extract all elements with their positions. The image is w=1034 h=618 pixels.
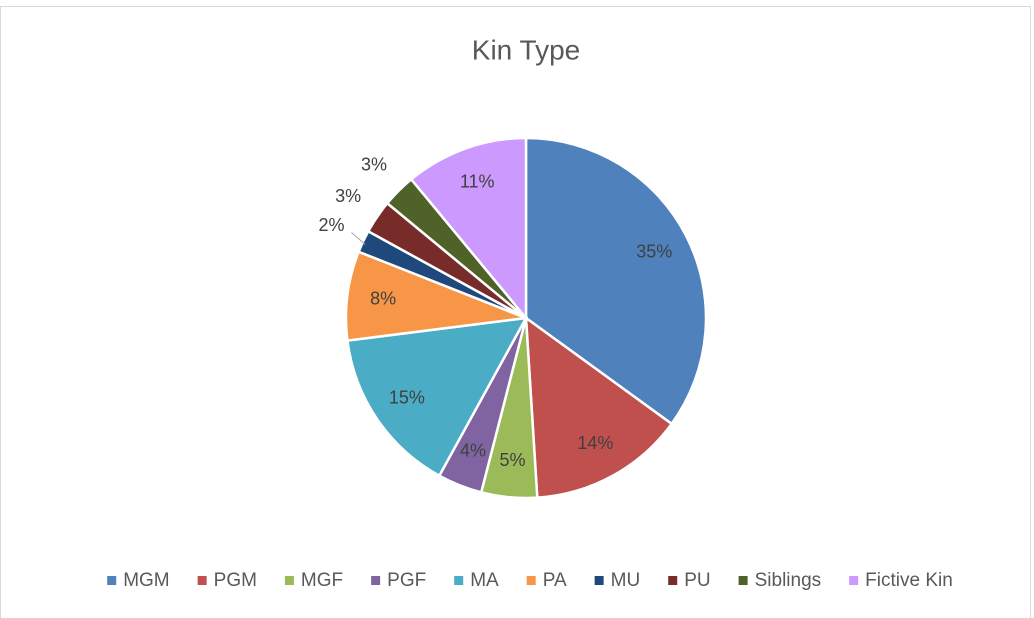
legend-label: PA [543, 570, 567, 591]
pie-slice [344, 250, 527, 342]
legend-label: Fictive Kin [865, 570, 953, 591]
legend-label: MGF [301, 570, 343, 591]
legend-label: MA [470, 570, 499, 591]
legend-marker [284, 576, 294, 585]
pie-slice [409, 136, 528, 322]
legend-label: MGM [123, 570, 169, 591]
legend-label: PU [684, 570, 710, 591]
data-label: 3% [361, 155, 387, 175]
data-label: 5% [499, 450, 525, 470]
pie-slice [346, 316, 529, 478]
legend-marker [668, 576, 678, 585]
legend-marker [107, 576, 117, 585]
pie-slice [524, 315, 674, 499]
legend-marker [197, 576, 207, 585]
data-label: 11% [460, 171, 495, 191]
data-label: 8% [370, 289, 396, 309]
legend-label: Siblings [755, 570, 822, 591]
chart-title: Kin Type [472, 34, 580, 65]
legend-label: MU [611, 570, 641, 591]
data-label: 3% [335, 186, 361, 206]
legend-marker [738, 576, 748, 585]
data-label: 35% [636, 241, 672, 261]
data-label: 15% [389, 388, 425, 408]
legend-label: PGF [387, 570, 426, 591]
data-label: 2% [318, 215, 344, 235]
legend-label: PGM [214, 570, 257, 591]
pie-slice [524, 136, 708, 426]
leader-line [351, 232, 366, 245]
legend-marker [849, 576, 859, 585]
legend-marker [594, 576, 604, 585]
legend-marker [526, 576, 536, 585]
legend-marker [454, 576, 464, 585]
data-label: 4% [460, 441, 486, 461]
legend-marker [371, 576, 381, 585]
data-label: 14% [577, 433, 613, 453]
